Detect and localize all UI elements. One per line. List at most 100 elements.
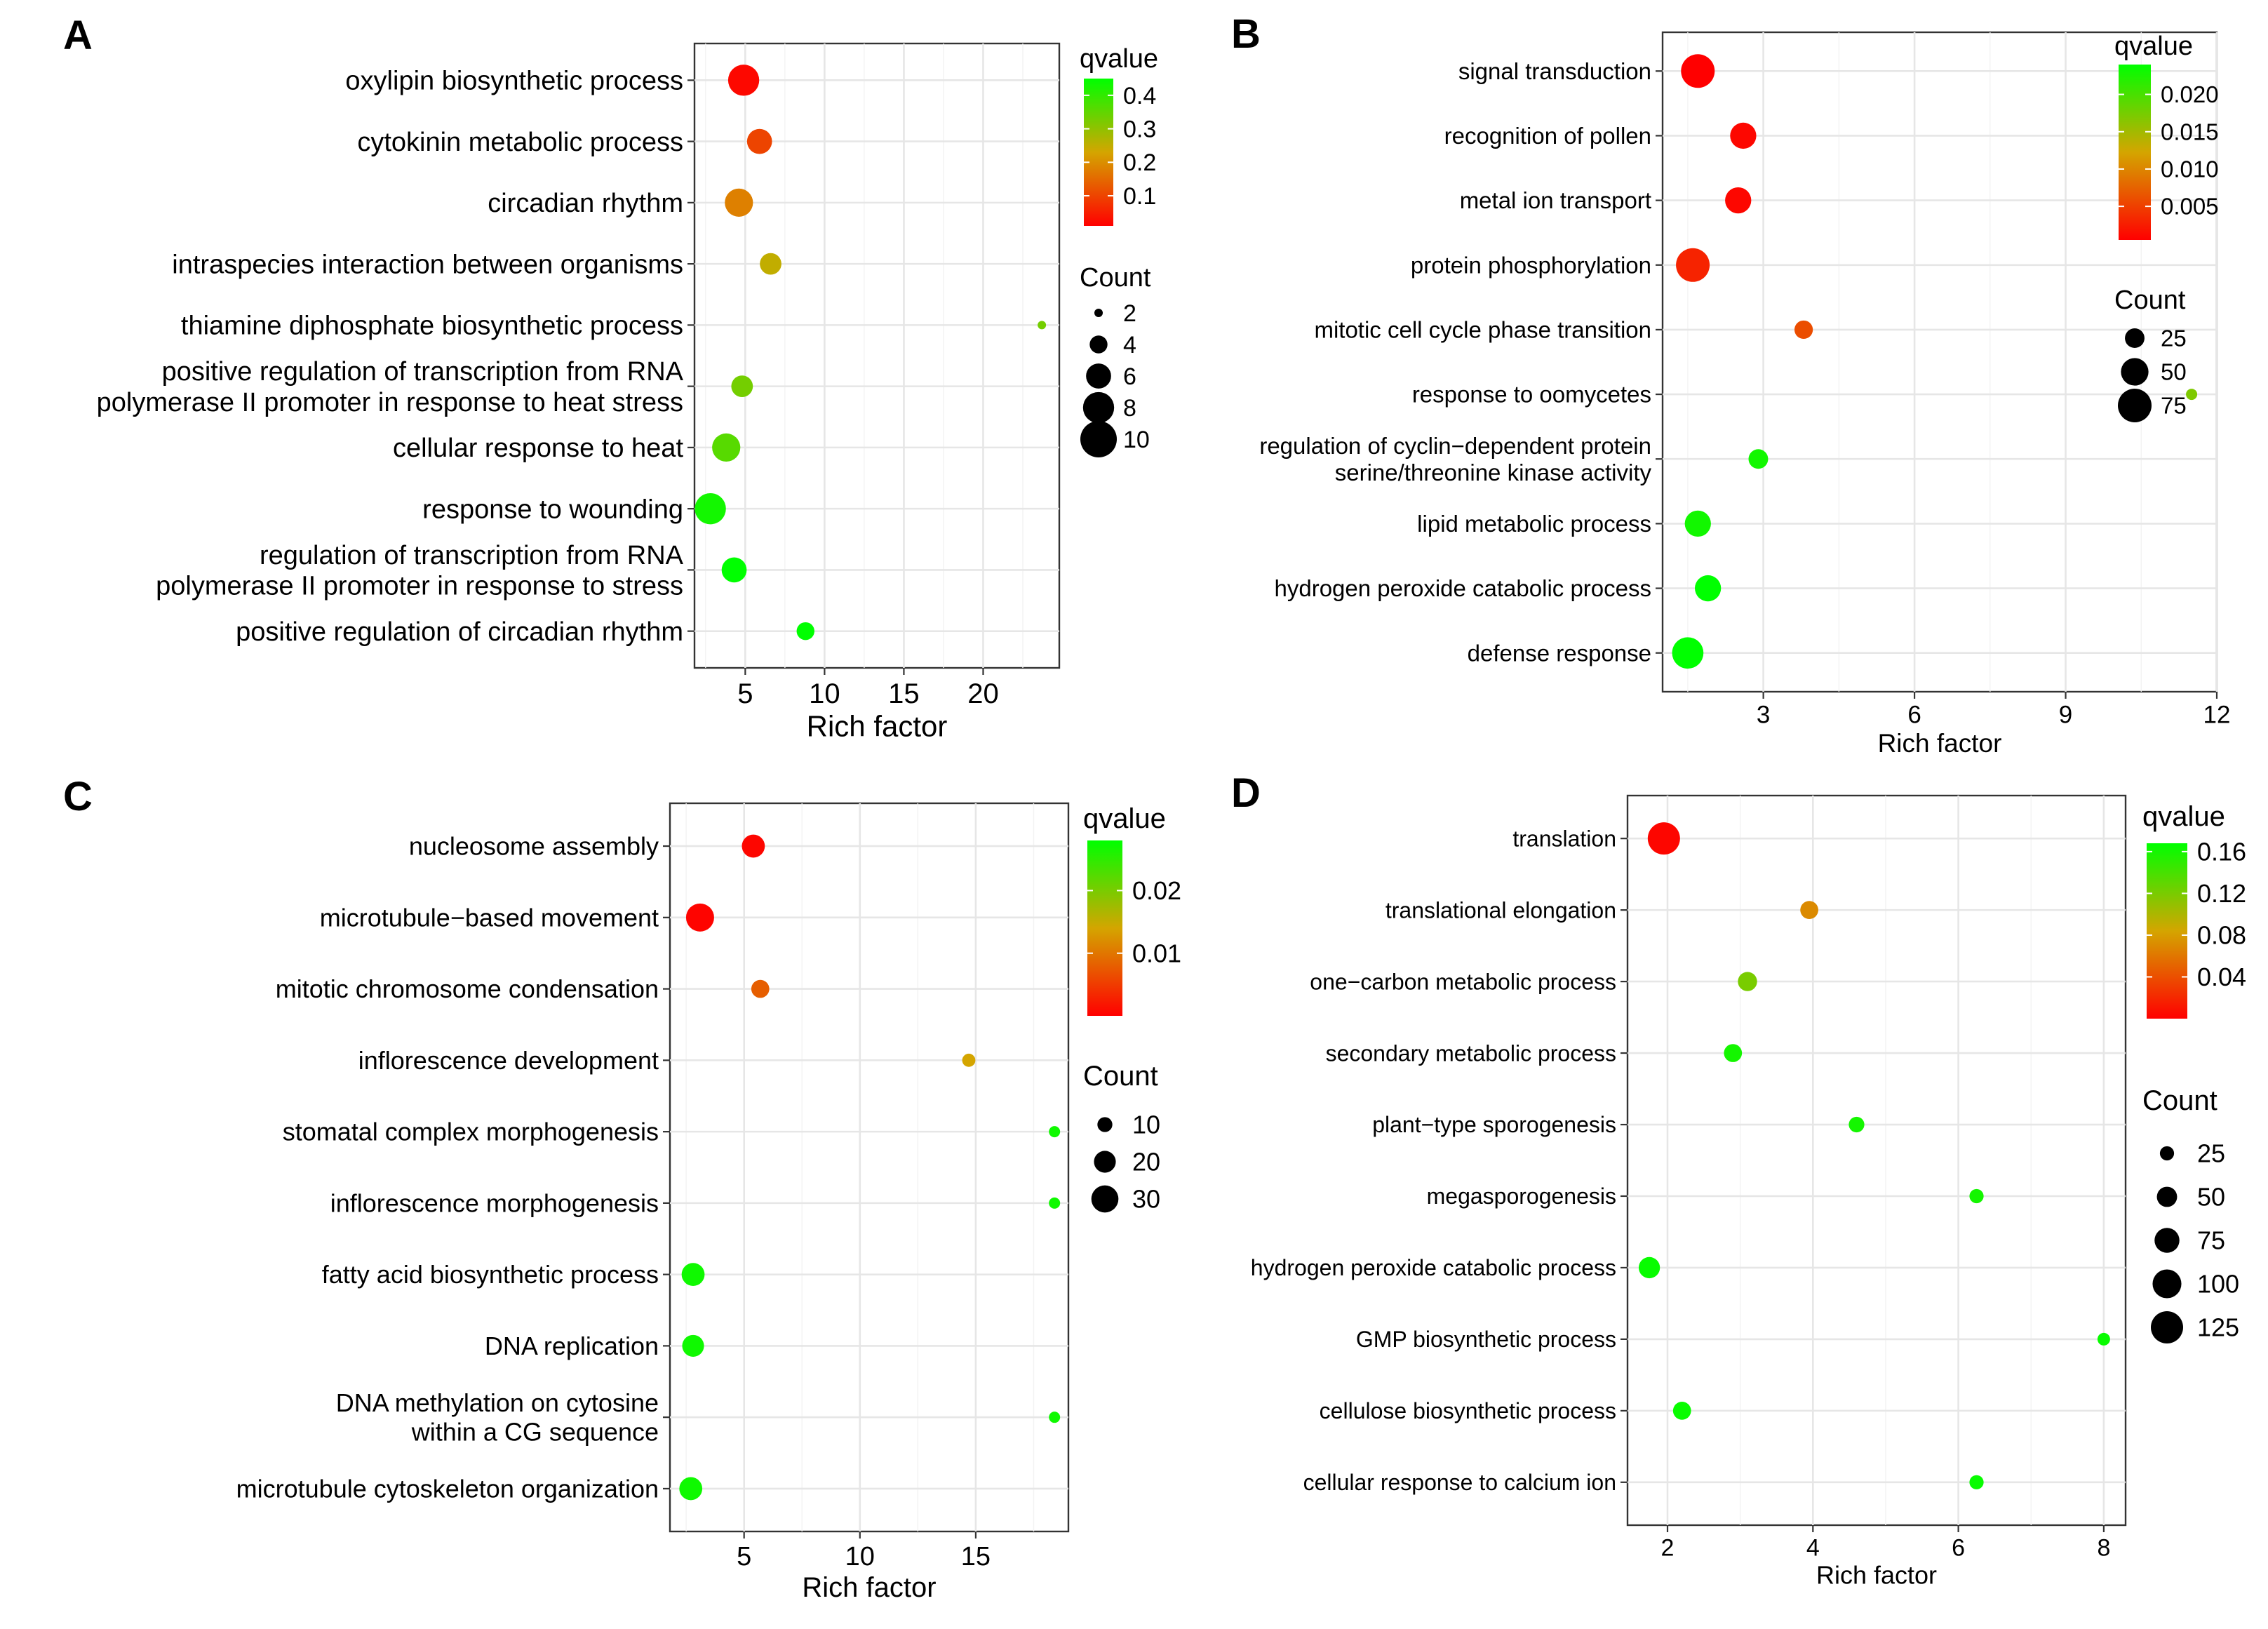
panel-a-y-tick-label: regulation of transcription from RNA [260,541,684,570]
panel-d-qvalue-legend-label: 0.08 [2197,921,2246,950]
panel-a-qvalue-legend-label: 0.3 [1123,116,1156,142]
panel-c-count-legend-title: Count [1083,1061,1158,1092]
panel-d-data-point [1848,1116,1865,1133]
panel-a-count-legend-dot [1089,335,1108,354]
chart-svg-a: A 5 10 15 20 oxylipin biosynthetic process cyt… [63,13,1158,742]
panel-d-y-tick-label: secondary metabolic process [1326,1040,1616,1066]
chart-panel-b: B 3 6 9 12 signal transduction recognition of … [1165,0,2259,758]
panel-b-y-tick-label: response to oomycetes [1412,382,1651,408]
panel-d-data-point [1800,901,1818,920]
panel-a-count-legend-title: Count [1080,263,1151,293]
panel-a-data-point [1038,321,1047,330]
panel-c-data-point [751,979,770,998]
panel-d-x-axis-title: Rich factor [1816,1561,1937,1590]
panel-c-data-point [742,834,765,858]
panel-d-count-legend-title: Count [2142,1085,2217,1116]
panel-b-count-legend-dot [2121,358,2149,386]
panel-a-x-tick-label: 15 [888,678,920,709]
panel-d-count-legend-dot [2151,1311,2183,1343]
panel-d-count-legend-dot [2156,1186,2178,1207]
panel-c-data-point [682,1334,704,1357]
panel-a-count-legend-dot [1094,309,1103,317]
panel-b-qvalue-legend-label: 0.015 [2161,119,2219,145]
panel-a-count-legend-label: 8 [1123,395,1136,422]
panel-c-y-tick-label: microtubule−based movement [320,903,659,932]
panel-c-y-tick-label: mitotic chromosome condensation [276,974,659,1003]
panel-a-x-tick-label: 5 [737,678,753,709]
panel-b-y-tick-label: recognition of pollen [1444,123,1651,149]
panel-c-y-tick-label: DNA methylation on cytosine [336,1388,659,1417]
panel-c-data-point [1049,1412,1061,1423]
panel-a-data-point [721,557,747,583]
panel-c-y-tick-label: microtubule cytoskeleton organization [236,1475,659,1503]
panel-b-y-tick-label: serine/threonine kinase activity [1335,460,1652,485]
panel-c-y-tick-label: fatty acid biosynthetic process [322,1260,659,1289]
panel-a-count-legend-label: 4 [1123,332,1136,358]
panel-a-y-tick-label: polymerase II promoter in response to st… [156,572,683,601]
panel-c-data-point [962,1053,976,1067]
panel-c-x-axis-title: Rich factor [802,1572,936,1603]
panel-a-count-legend-label: 10 [1123,427,1150,453]
panel-d-count-legend-label: 75 [2197,1226,2225,1255]
panel-b-data-point [1676,248,1710,282]
panel-d-data-point [2097,1332,2110,1346]
panel-c-x-tick-label: 10 [845,1542,875,1571]
panel-d-qvalue-legend-label: 0.16 [2197,838,2246,866]
panel-c-y-tick-label: stomatal complex morphogenesis [283,1118,659,1146]
chart-panel-a: A 5 10 15 20 oxylipin biosynthetic process cyt… [0,0,1165,758]
panel-a-data-point [695,492,726,525]
panel-b-count-legend-title: Count [2114,286,2186,315]
panel-c-count-legend-dot [1091,1185,1119,1213]
panel-b-data-point [1684,510,1711,537]
panel-b-y-tick-label: regulation of cyclin−dependent protein [1259,433,1651,459]
panel-a-data-point [760,253,781,275]
panel-a-count-legend-label: 2 [1123,300,1136,327]
panel-d-x-tick-label: 4 [1806,1535,1820,1562]
panel-a-count-legend-dot [1080,421,1117,457]
chart-svg-c: C 5 10 15 nucleosome assembly microtubule−bas… [63,774,1181,1603]
panel-b-qvalue-legend-label: 0.020 [2161,81,2219,107]
panel-d-plot-area [1626,794,2127,1527]
panel-c-qvalue-legend-label: 0.01 [1132,939,1181,967]
panel-b-qvalue-legend-title: qvalue [2114,32,2193,61]
panel-d-x-tick-label: 8 [2097,1535,2110,1562]
panel-c-y-tick-label: inflorescence morphogenesis [330,1188,659,1217]
panel-b-x-tick-label: 12 [2203,702,2231,729]
panel-b-y-tick-label: protein phosphorylation [1411,252,1651,278]
panel-b-data-point [1748,449,1769,469]
panel-c-y-tick-label: DNA replication [485,1332,659,1360]
panel-d-data-point [1969,1188,1984,1204]
panel-c-count-legend-label: 30 [1132,1185,1160,1214]
panel-b-y-tick-label: hydrogen peroxide catabolic process [1275,575,1652,601]
panel-a-x-tick-label: 20 [967,678,999,709]
panel-a-y-tick-label: thiamine diphosphate biosynthetic proces… [181,311,683,341]
panel-d-data-point [1672,1401,1691,1420]
panel-b-y-tick-label: mitotic cell cycle phase transition [1314,316,1651,342]
panel-c-data-point [1049,1126,1061,1138]
panel-d-y-tick-label: megasporogenesis [1427,1184,1616,1209]
panel-a-y-tick-label: response to wounding [422,495,683,524]
panel-d-count-legend-label: 50 [2197,1183,2225,1212]
panel-c-count-legend-label: 20 [1132,1148,1160,1176]
panel-b-letter: B [1231,11,1261,57]
panel-d-data-point [1724,1044,1743,1062]
panel-b-count-legend-dot [2125,328,2145,348]
panel-d-count-legend-label: 25 [2197,1139,2225,1168]
panel-d-qvalue-legend-label: 0.12 [2197,879,2246,908]
panel-c-x-tick-label: 15 [961,1542,991,1571]
panel-b-count-legend-label: 75 [2161,393,2187,419]
panel-d-y-tick-label: plant−type sporogenesis [1372,1112,1616,1137]
panel-b-qvalue-colorbar [2119,65,2151,240]
panel-a-data-point [731,375,753,398]
chart-panel-d: D 2 4 6 8 translation translational elongation… [1165,758,2259,1590]
panel-b-data-point [2186,389,2198,401]
panel-a-y-tick-label: cellular response to heat [393,434,683,463]
panel-a-x-axis-title: Rich factor [807,709,948,742]
chart-svg-d: D 2 4 6 8 translation translational elongation… [1231,770,2246,1590]
panel-a-qvalue-legend-label: 0.2 [1123,149,1156,176]
panel-b-x-tick-label: 9 [2059,702,2072,729]
panel-a-y-tick-label: positive regulation of transcription fro… [162,357,684,387]
panel-d-y-tick-label: hydrogen peroxide catabolic process [1251,1255,1616,1280]
panel-a-data-point [746,128,772,154]
panel-d-count-legend-label: 125 [2197,1313,2239,1342]
